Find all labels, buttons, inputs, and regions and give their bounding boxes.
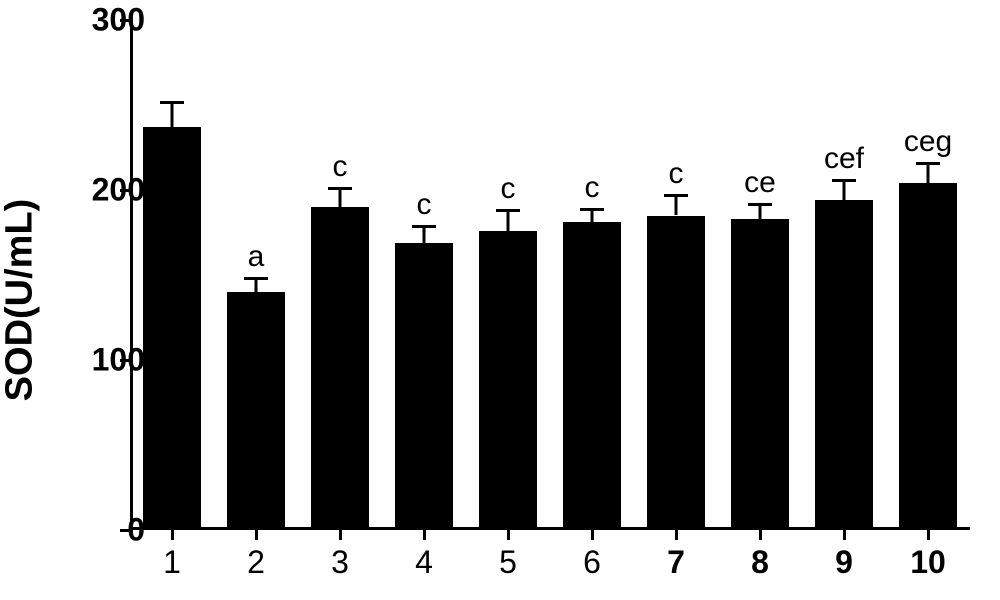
error-bar — [927, 163, 930, 183]
x-tick — [339, 530, 342, 540]
error-bar — [675, 195, 678, 215]
x-tick — [759, 530, 762, 540]
error-bar — [759, 204, 762, 219]
x-tick-label: 9 — [835, 544, 853, 581]
x-tick-label: 10 — [910, 544, 946, 581]
significance-label: cef — [824, 142, 864, 176]
y-tick-label: 0 — [127, 512, 145, 549]
significance-label: a — [248, 240, 265, 274]
x-tick — [507, 530, 510, 540]
y-axis-label: SOD(U/mL) — [0, 199, 42, 402]
x-tick-label: 5 — [499, 544, 517, 581]
error-bar-cap — [412, 225, 436, 228]
x-tick-label: 6 — [583, 544, 601, 581]
error-bar-cap — [160, 101, 184, 104]
error-bar — [339, 188, 342, 207]
bar — [731, 219, 790, 530]
x-tick-label: 7 — [667, 544, 685, 581]
significance-label: ce — [744, 166, 776, 200]
bar — [899, 183, 958, 530]
bar — [479, 231, 538, 530]
x-tick-label: 2 — [247, 544, 265, 581]
x-tick-label: 4 — [415, 544, 433, 581]
x-tick — [255, 530, 258, 540]
bar — [563, 222, 622, 530]
x-tick — [927, 530, 930, 540]
bar — [815, 200, 874, 530]
x-tick — [675, 530, 678, 540]
error-bar — [843, 180, 846, 200]
bar — [647, 216, 706, 531]
bar — [227, 292, 286, 530]
error-bar-cap — [328, 187, 352, 190]
error-bar — [423, 226, 426, 243]
y-tick-label: 300 — [92, 2, 145, 39]
error-bar-cap — [916, 162, 940, 165]
x-tick — [171, 530, 174, 540]
error-bar — [507, 210, 510, 230]
error-bar-cap — [748, 203, 772, 206]
y-tick-label: 200 — [92, 172, 145, 209]
bar — [395, 243, 454, 530]
plot-area: a c c c c c ce cef ceg — [130, 20, 970, 530]
error-bar-cap — [832, 179, 856, 182]
error-bar — [255, 278, 258, 292]
bar — [143, 127, 202, 530]
significance-label: ceg — [904, 125, 952, 159]
significance-label: c — [669, 157, 684, 191]
error-bar — [591, 209, 594, 223]
x-tick — [423, 530, 426, 540]
significance-label: c — [585, 171, 600, 205]
significance-label: c — [333, 150, 348, 184]
x-tick-label: 1 — [163, 544, 181, 581]
error-bar-cap — [496, 209, 520, 212]
y-tick-label: 100 — [92, 342, 145, 379]
significance-label: c — [417, 188, 432, 222]
x-tick — [843, 530, 846, 540]
error-bar — [171, 102, 174, 128]
x-tick-label: 3 — [331, 544, 349, 581]
error-bar-cap — [580, 208, 604, 211]
error-bar-cap — [664, 194, 688, 197]
chart-container: SOD(U/mL) a c c c c c ce cef ceg 0 100 200 300 1 2 3 4 5… — [0, 0, 1000, 600]
x-tick-label: 8 — [751, 544, 769, 581]
y-axis-line — [130, 20, 133, 530]
x-tick — [591, 530, 594, 540]
error-bar-cap — [244, 277, 268, 280]
significance-label: c — [501, 172, 516, 206]
bar — [311, 207, 370, 530]
